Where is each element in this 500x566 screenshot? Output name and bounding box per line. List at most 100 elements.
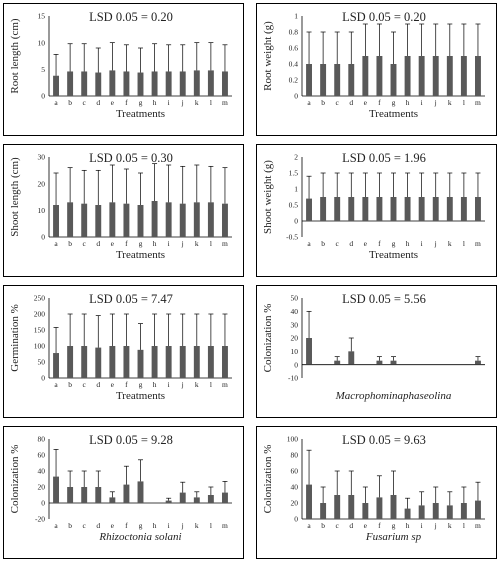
category-label: g bbox=[139, 521, 143, 530]
bar bbox=[151, 346, 158, 378]
x-axis-label: Treatments bbox=[369, 249, 418, 261]
category-label: m bbox=[222, 380, 228, 389]
bar bbox=[475, 197, 481, 221]
chart-title: LSD 0.05 = 1.96 bbox=[342, 151, 426, 165]
category-label: c bbox=[83, 98, 87, 107]
category-label: j bbox=[434, 239, 437, 248]
category-label: d bbox=[96, 380, 100, 389]
bar bbox=[475, 56, 481, 96]
bar bbox=[207, 495, 214, 503]
y-tick-label: 1 bbox=[294, 185, 298, 194]
bar bbox=[165, 71, 172, 96]
chart-title: LSD 0.05 = 0.20 bbox=[342, 10, 426, 24]
y-tick-label: 30 bbox=[291, 320, 299, 329]
category-label: h bbox=[153, 239, 157, 248]
y-tick-label: 5 bbox=[41, 65, 45, 74]
category-label: d bbox=[349, 98, 353, 107]
bar bbox=[165, 346, 172, 378]
bar bbox=[446, 197, 453, 221]
chart-svg: 0 10 20 30 a b c d e f g h i j k l m LSD 0.05 = 0.30 Shoot… bbox=[9, 151, 232, 261]
bar bbox=[222, 346, 228, 378]
category-label: e bbox=[111, 380, 115, 389]
bar bbox=[432, 197, 439, 221]
bar bbox=[207, 346, 214, 378]
y-tick-label: 50 bbox=[38, 358, 46, 367]
category-label: k bbox=[195, 98, 199, 107]
bar bbox=[67, 487, 74, 503]
category-label: i bbox=[168, 380, 170, 389]
y-tick-label: 0 bbox=[294, 515, 298, 524]
category-label: e bbox=[111, 521, 115, 530]
y-tick-label: 20 bbox=[38, 483, 46, 492]
category-label: h bbox=[153, 521, 157, 530]
category-label: g bbox=[139, 239, 143, 248]
y-tick-label: 2 bbox=[294, 153, 298, 162]
chart-title: LSD 0.05 = 9.63 bbox=[342, 433, 426, 447]
y-tick-label: 20 bbox=[291, 499, 299, 508]
bar bbox=[404, 508, 411, 519]
bar bbox=[390, 64, 397, 96]
bar bbox=[109, 497, 116, 503]
category-label: j bbox=[434, 98, 437, 107]
y-tick-label: 60 bbox=[38, 451, 46, 460]
bar bbox=[460, 56, 467, 96]
y-axis-label: Colonization % bbox=[9, 445, 21, 514]
bar bbox=[95, 205, 102, 237]
chart-panel-colonization-fusarium: 0 20 40 60 80 100 a b c d e f g h i j k l m LSD 0.05 = 9.63… bbox=[256, 426, 497, 559]
category-label: b bbox=[321, 98, 325, 107]
category-label: b bbox=[68, 239, 72, 248]
bar bbox=[376, 360, 383, 365]
category-label: e bbox=[364, 98, 368, 107]
y-tick-label: 80 bbox=[291, 451, 299, 460]
chart-svg: 0 5 10 15 a b c d e f g h i j k l m LSD 0.05 = 0.20 Root l… bbox=[9, 10, 232, 120]
bar bbox=[207, 70, 214, 96]
bar bbox=[306, 64, 312, 96]
category-label: g bbox=[392, 239, 396, 248]
bar bbox=[151, 71, 158, 96]
y-axis-label: Germination % bbox=[9, 304, 21, 372]
y-tick-label: 0 bbox=[294, 92, 298, 101]
category-label: e bbox=[364, 239, 368, 248]
bar bbox=[53, 476, 59, 503]
category-label: m bbox=[222, 98, 228, 107]
category-label: i bbox=[168, 521, 170, 530]
y-tick-label: 50 bbox=[291, 294, 299, 303]
y-tick-label: 40 bbox=[38, 467, 46, 476]
bar bbox=[81, 71, 88, 96]
y-tick-label: 0 bbox=[294, 217, 298, 226]
bar bbox=[53, 205, 59, 237]
category-label: f bbox=[378, 98, 381, 107]
category-label: f bbox=[125, 239, 128, 248]
bar bbox=[334, 360, 341, 365]
category-label: g bbox=[139, 380, 143, 389]
bar bbox=[109, 202, 116, 237]
bar bbox=[53, 75, 59, 96]
chart-title: LSD 0.05 = 5.56 bbox=[342, 292, 426, 306]
y-tick-label: -0.5 bbox=[286, 233, 298, 242]
category-label: a bbox=[307, 98, 311, 107]
category-label: l bbox=[210, 98, 212, 107]
category-label: d bbox=[96, 521, 100, 530]
bar bbox=[123, 346, 130, 378]
bar bbox=[475, 360, 481, 365]
bar bbox=[306, 484, 312, 519]
bar bbox=[306, 338, 312, 365]
bar bbox=[137, 349, 144, 378]
chart-title: LSD 0.05 = 9.28 bbox=[89, 433, 173, 447]
bar bbox=[123, 203, 130, 237]
x-axis-label: Treatments bbox=[369, 108, 418, 120]
category-label: b bbox=[68, 380, 72, 389]
category-label: k bbox=[448, 239, 452, 248]
y-tick-label: 0 bbox=[41, 374, 45, 383]
category-label: g bbox=[392, 521, 396, 530]
bar bbox=[446, 505, 453, 519]
category-label: f bbox=[378, 239, 381, 248]
y-tick-label: 30 bbox=[38, 153, 46, 162]
category-label: d bbox=[96, 98, 100, 107]
bar bbox=[418, 197, 425, 221]
bar bbox=[418, 56, 425, 96]
y-tick-label: 10 bbox=[38, 38, 46, 47]
y-axis-label: Colonization % bbox=[262, 445, 274, 514]
category-label: c bbox=[336, 98, 340, 107]
category-label: j bbox=[181, 521, 184, 530]
